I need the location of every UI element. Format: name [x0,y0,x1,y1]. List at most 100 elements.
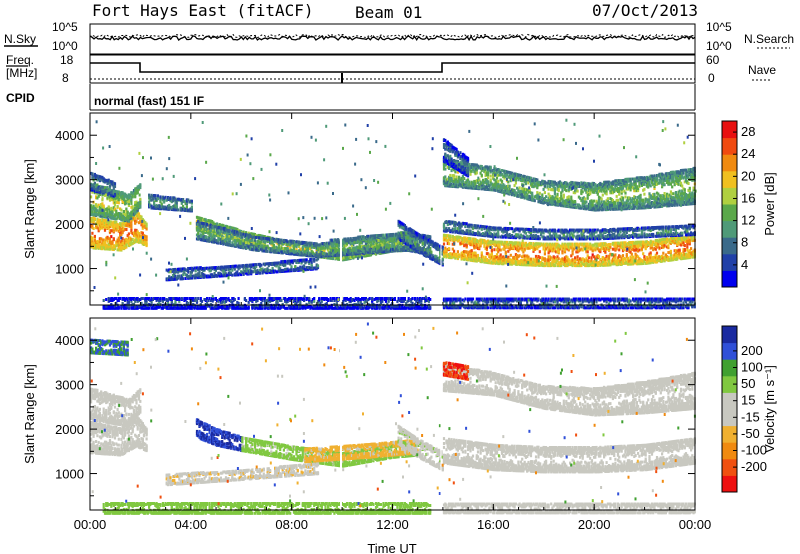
data-cell [343,244,346,248]
data-cell [309,241,312,245]
data-cell [200,267,204,270]
data-cell [279,248,282,252]
data-cell [407,227,410,231]
data-cell [105,188,108,192]
freq-panel: Freq. [MHz] 18 8 60 0 Nave [6,53,776,85]
data-cell [221,225,224,229]
data-cell [127,232,130,236]
data-cell [111,221,114,225]
data-cell [211,273,214,277]
data-cell [131,216,134,220]
data-cell [316,264,320,268]
data-cell [207,235,210,239]
data-cell [92,187,95,190]
data-cell [233,242,236,246]
data-cell [98,226,101,230]
data-cell [305,253,308,256]
data-cell [379,245,383,249]
data-cell [95,212,98,216]
data-cell [386,249,389,252]
data-cell [175,208,178,212]
data-cell [281,241,284,245]
data-cell [91,206,94,210]
data-cell [422,239,425,243]
data-cell [113,217,117,221]
data-cell [286,249,289,253]
data-cell [208,224,211,228]
data-cell [313,244,316,248]
data-cell [231,244,234,248]
data-cell [263,235,267,239]
data-cell [200,217,204,221]
data-cell [441,262,444,266]
data-cell [197,220,200,224]
data-cell [142,219,146,223]
data-cell [110,229,113,233]
data-cell [355,245,359,249]
data-cell [266,267,269,271]
data-cell [202,218,205,222]
data-cell [185,269,188,273]
data-cell [182,200,185,203]
data-cell [290,248,293,252]
data-cell [223,265,226,269]
data-cell [289,262,292,266]
nsearch-trace [89,33,696,39]
data-cell [366,254,369,258]
data-cell [213,237,216,241]
data-cell [139,219,142,223]
data-cell [313,242,316,246]
data-cell [116,241,119,245]
data-cell [120,208,123,212]
data-cell [111,182,114,186]
data-cell [224,272,228,276]
data-cell [96,213,99,217]
data-cell [168,197,171,200]
data-cell [96,174,99,178]
data-cell [325,244,328,248]
data-cell [161,195,164,199]
data-cell [222,273,225,277]
data-cell [257,270,260,274]
data-cell [226,237,229,241]
data-cell [411,241,414,245]
data-cell [251,243,254,247]
data-cell [197,227,200,231]
data-cell [415,249,418,253]
data-cell [424,243,427,247]
data-cell [246,272,249,276]
data-cell [275,270,278,274]
data-cell [393,243,396,247]
data-cell [198,273,201,277]
data-cell [237,264,240,268]
data-cell [125,228,128,231]
data-cell [119,233,122,237]
data-cell [400,236,403,240]
data-cell [300,251,303,255]
data-cell [321,254,325,258]
data-cell [150,204,153,208]
noise-panel: N.Sky 10^5 10^0 10^5 10^0 N.Search [4,20,794,55]
data-cell [223,238,226,242]
data-cell [308,251,311,255]
data-cell [267,246,270,250]
data-cell [212,236,215,240]
data-cell [372,244,375,248]
data-cell [97,188,100,192]
data-cell [223,231,226,234]
data-cell [311,266,314,270]
data-cell [456,250,459,254]
data-cell [169,205,172,209]
data-cell [242,230,245,234]
data-cell [93,209,96,213]
data-cell [419,249,422,253]
data-cell [189,270,192,274]
data-cell [309,258,312,261]
data-cell [219,229,222,233]
data-cell [267,237,270,241]
data-cell [229,231,233,235]
data-cell [282,264,285,267]
data-cell [206,238,209,242]
data-cell [361,251,364,255]
data-cell [408,249,412,253]
